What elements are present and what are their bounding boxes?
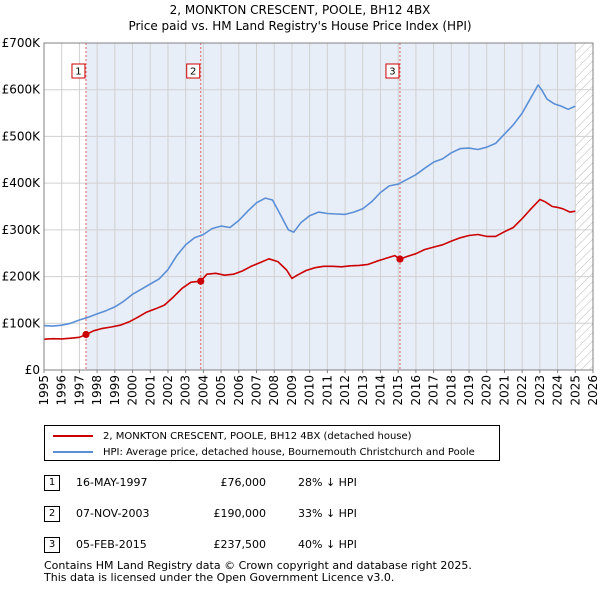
x-tick-label: 2003 (179, 375, 193, 406)
x-tick-label: 2020 (480, 375, 494, 406)
y-tick-label: £700K (2, 36, 42, 50)
footer-line-1: Contains HM Land Registry data © Crown c… (44, 559, 472, 572)
sale-number-badge: 2 (44, 506, 60, 522)
sale-number-label: 1 (75, 67, 81, 78)
chart-title: 2, MONKTON CRESCENT, POOLE, BH12 4BX (170, 3, 431, 17)
legend: 2, MONKTON CRESCENT, POOLE, BH12 4BX (de… (44, 425, 500, 461)
y-tick-label: £400K (2, 176, 42, 190)
x-tick-label: 2023 (533, 375, 547, 406)
price-chart: 2, MONKTON CRESCENT, POOLE, BH12 4BX Pri… (2, 3, 600, 406)
sale-point (82, 330, 90, 339)
x-tick-label: 2014 (373, 375, 387, 406)
sale-number-label: 3 (389, 67, 395, 78)
sale-hpi-diff: 40% ↓ HPI (298, 538, 357, 551)
y-tick-label: £200K (2, 270, 42, 284)
x-tick-label: 2007 (250, 375, 264, 406)
x-tick-label: 2019 (462, 375, 476, 406)
x-tick-label: 2015 (391, 375, 405, 406)
x-tick-label: 2011 (320, 375, 334, 406)
y-tick-label: £600K (2, 83, 42, 97)
sale-number-badge: 1 (44, 475, 60, 491)
x-tick-label: 2010 (303, 375, 317, 406)
x-tick-label: 2008 (267, 375, 281, 406)
sale-point (197, 277, 205, 285)
x-tick-label: 2000 (126, 375, 140, 406)
legend-label-hpi: HPI: Average price, detached house, Bour… (103, 446, 475, 458)
y-tick-label: £0 (25, 363, 40, 377)
sale-price: £190,000 (213, 507, 267, 520)
x-tick-label: 2009 (285, 375, 299, 406)
plot-border (43, 42, 594, 371)
x-tick-label: 2018 (444, 375, 458, 406)
x-tick-label: 2026 (586, 375, 600, 406)
x-tick-label: 1998 (90, 375, 104, 406)
x-tick-label: 2024 (551, 375, 565, 406)
sale-row: 2 07-NOV-2003 £190,000 33% ↓ HPI (44, 506, 444, 522)
x-tick-label: 2025 (568, 375, 582, 406)
legend-swatch-hpi (53, 451, 93, 453)
x-tick-label: 1999 (108, 375, 122, 406)
sale-row: 3 05-FEB-2015 £237,500 40% ↓ HPI (44, 537, 444, 553)
x-tick-label: 1996 (55, 375, 69, 406)
x-tick-label: 2005 (214, 375, 228, 406)
y-tick-label: £300K (2, 223, 42, 237)
x-tick-label: 2012 (338, 375, 352, 406)
legend-swatch-property (53, 435, 93, 437)
sale-number-label: 2 (190, 67, 196, 78)
sale-date: 05-FEB-2015 (76, 538, 147, 551)
legend-label-property: 2, MONKTON CRESCENT, POOLE, BH12 4BX (de… (103, 430, 412, 442)
x-tick-label: 1995 (37, 375, 51, 406)
x-tick-label: 2016 (409, 375, 423, 406)
x-tick-label: 2022 (515, 375, 529, 406)
sale-number-box (385, 63, 400, 79)
x-tick-label: 2021 (497, 375, 511, 406)
x-tick-label: 2004 (196, 375, 210, 406)
x-tick-label: 2002 (161, 375, 175, 406)
post-sale-shading (85, 43, 576, 370)
x-tick-label: 2013 (356, 375, 370, 406)
footer-line-2: This data is licensed under the Open Gov… (44, 571, 395, 584)
sale-price: £237,500 (213, 538, 267, 551)
x-tick-label: 2001 (143, 375, 157, 406)
footer-attribution: Contains HM Land Registry data © Crown c… (44, 560, 472, 584)
sale-row: 1 16-MAY-1997 £76,000 28% ↓ HPI (44, 475, 444, 491)
axes: £0 £100K £200K £300K £400K £500K £600K £700K 199… (2, 36, 600, 406)
sale-point (396, 255, 404, 263)
sale-hpi-diff: 28% ↓ HPI (298, 476, 357, 489)
forecast-hatch (575, 43, 593, 370)
sale-number-badge: 3 (44, 537, 60, 553)
y-tick-label: £500K (2, 129, 42, 143)
sale-hpi-diff: 33% ↓ HPI (298, 507, 357, 520)
legend-item-property: 2, MONKTON CRESCENT, POOLE, BH12 4BX (de… (53, 428, 412, 444)
sale-date: 07-NOV-2003 (76, 507, 150, 520)
hpi-series-line (43, 84, 576, 327)
property-series-line (43, 198, 576, 340)
x-tick-label: 2017 (427, 375, 441, 406)
chart-subtitle: Price paid vs. HM Land Registry's House … (128, 19, 471, 33)
legend-item-hpi: HPI: Average price, detached house, Bour… (53, 444, 475, 460)
sale-price: £76,000 (220, 476, 267, 489)
sale-date: 16-MAY-1997 (76, 476, 148, 489)
x-tick-label: 2006 (232, 375, 246, 406)
y-tick-label: £100K (2, 316, 42, 330)
sale-number-box (186, 63, 201, 79)
x-tick-label: 1997 (72, 375, 86, 406)
sale-number-box (71, 63, 86, 79)
plot-area: 1 2 3 (43, 42, 594, 371)
